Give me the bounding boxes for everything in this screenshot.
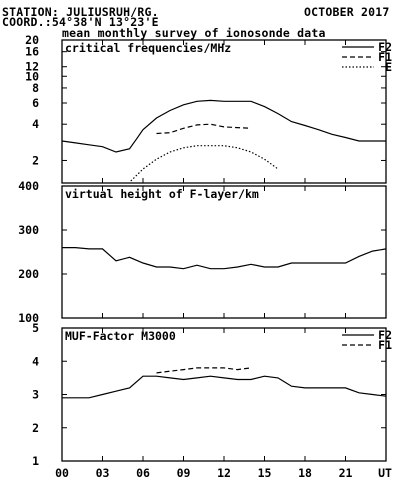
- period-label: OCTOBER 2017: [304, 5, 390, 19]
- panel-1-frame: [61, 39, 387, 184]
- legend-f1-label: F1: [378, 50, 392, 64]
- y-tick-label: 8: [32, 81, 39, 95]
- y-tick-label: 4: [32, 117, 39, 131]
- y-tick-label: 1: [32, 454, 39, 468]
- legend-e-label: E: [385, 60, 392, 74]
- panel-2-series-height-line: [62, 247, 387, 270]
- x-tick-label: 06: [136, 466, 150, 480]
- x-tick-label: 00: [55, 466, 69, 480]
- panel-3-title: MUF-Factor M3000: [65, 329, 176, 343]
- y-tick-label: 2: [32, 421, 39, 435]
- y-tick-label: 400: [18, 179, 39, 193]
- panel-1-title: critical frequencies/MHz: [65, 41, 231, 55]
- y-tick-label: 3: [32, 388, 39, 402]
- x-tick-label: 12: [217, 466, 231, 480]
- x-axis-unit-label: UT: [378, 466, 392, 480]
- y-tick-label: 4: [32, 354, 39, 368]
- panel-2-title: virtual height of F-layer/km: [65, 187, 259, 201]
- panel-3-series-f1-line: [156, 367, 252, 374]
- panel-1-series-f1-line: [156, 123, 252, 135]
- y-tick-label: 2: [32, 153, 39, 167]
- panel-3-frame: [61, 327, 387, 462]
- y-tick-label: 5: [32, 321, 39, 335]
- panel-1-series-e-line: [130, 145, 279, 182]
- y-tick-label: 200: [18, 267, 39, 281]
- legend-f1-label: F1: [378, 338, 392, 352]
- y-tick-label: 16: [25, 45, 39, 59]
- x-tick-label: 18: [298, 466, 312, 480]
- station-label: STATION: JULIUSRUH/RG.: [2, 5, 159, 19]
- y-tick-label: 100: [18, 311, 39, 325]
- x-tick-label: 15: [258, 466, 272, 480]
- y-tick-label: 20: [25, 33, 39, 47]
- legend-f2-label: F2: [378, 40, 392, 54]
- x-tick-label: 21: [339, 466, 353, 480]
- y-tick-label: 12: [25, 60, 39, 74]
- x-tick-label: 09: [177, 466, 191, 480]
- x-tick-label: 03: [96, 466, 110, 480]
- coord-label: COORD.:54°38'N 13°23'E: [2, 15, 159, 29]
- subtitle-label: mean monthly survey of ionosonde data: [62, 26, 326, 40]
- legend-f2-label: F2: [378, 328, 392, 342]
- y-tick-label: 300: [18, 223, 39, 237]
- panel-3-series-f2-line: [62, 375, 387, 399]
- y-tick-label: 10: [25, 69, 39, 83]
- y-tick-label: 6: [32, 96, 39, 110]
- panel-1-series-f2-line: [61, 99, 386, 153]
- panel-2-frame: [61, 185, 387, 319]
